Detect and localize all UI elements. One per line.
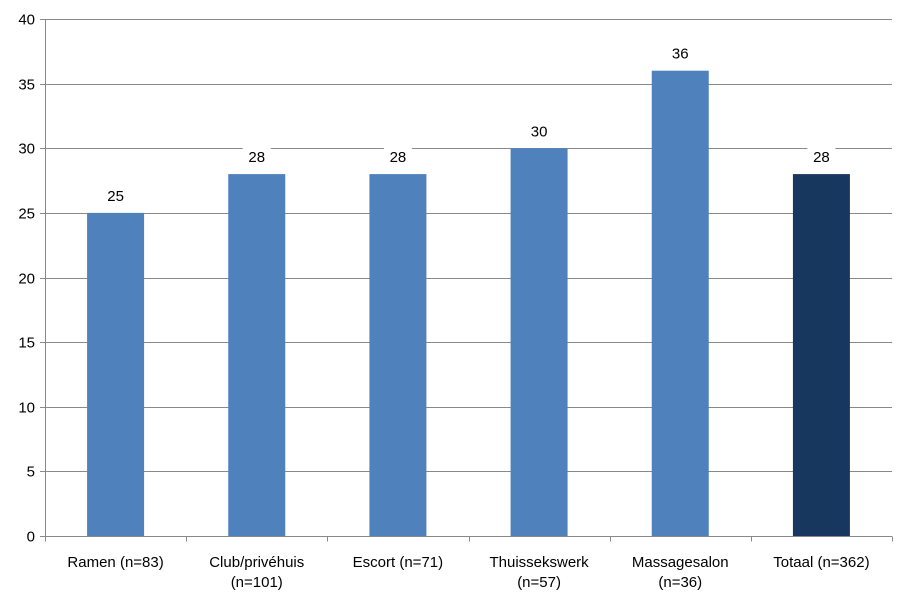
x-category-label-line: (n=101) — [231, 574, 283, 591]
bar — [87, 212, 145, 536]
data-label-background — [242, 147, 271, 167]
x-category-label-line: Ramen (n=83) — [67, 554, 163, 571]
y-tick-label: 15 — [18, 335, 35, 352]
y-tick-label: 35 — [18, 77, 35, 94]
data-label: 28 — [390, 149, 407, 166]
gridlines — [40, 19, 892, 472]
x-category-label: Totaal (n=362) — [773, 554, 869, 571]
bar — [792, 174, 850, 536]
bar — [369, 174, 427, 536]
x-category-label-line: Thuissekswerk — [489, 554, 589, 571]
data-label: 36 — [672, 46, 689, 63]
x-category-label-line: Totaal (n=362) — [773, 554, 869, 571]
x-category-label: Escort (n=71) — [353, 554, 443, 571]
data-label: 25 — [107, 188, 124, 205]
bar — [228, 174, 286, 536]
data-label-background — [525, 121, 554, 141]
data-label-background — [666, 43, 695, 63]
data-label: 28 — [248, 149, 265, 166]
data-labels: 25 28 28 30 36 28 — [101, 43, 836, 205]
y-tick-label: 10 — [18, 400, 35, 417]
x-category-label: Club/privéhuis (n=101) — [209, 554, 304, 591]
y-tick-label: 40 — [18, 12, 35, 29]
y-tick-label: 30 — [18, 141, 35, 158]
bar — [651, 70, 709, 536]
x-category-label-line: (n=57) — [517, 574, 561, 591]
bars — [87, 70, 850, 536]
x-category-labels: Ramen (n=83) Club/privéhuis (n=101) Escort … — [67, 554, 869, 591]
y-tick-label: 25 — [18, 206, 35, 223]
y-tick-label: 20 — [18, 271, 35, 288]
x-category-label: Ramen (n=83) — [67, 554, 163, 571]
x-category-label: Thuissekswerk (n=57) — [489, 554, 589, 591]
x-category-label-line: Club/privéhuis — [209, 554, 304, 571]
y-tick-labels: 0 5 10 15 20 25 30 35 40 — [18, 12, 35, 546]
y-tick-label: 0 — [27, 529, 35, 546]
y-tick-label: 5 — [27, 464, 35, 481]
axes — [40, 19, 893, 542]
bar — [510, 148, 568, 536]
data-label-background — [101, 185, 130, 205]
x-category-label-line: Escort (n=71) — [353, 554, 443, 571]
data-label-background — [807, 147, 836, 167]
data-label: 28 — [813, 149, 830, 166]
data-label-background — [383, 147, 412, 167]
x-category-label: Massagesalon (n=36) — [632, 554, 729, 591]
x-category-label-line: Massagesalon — [632, 554, 729, 571]
data-label: 30 — [531, 123, 548, 140]
x-category-label-line: (n=36) — [658, 574, 702, 591]
